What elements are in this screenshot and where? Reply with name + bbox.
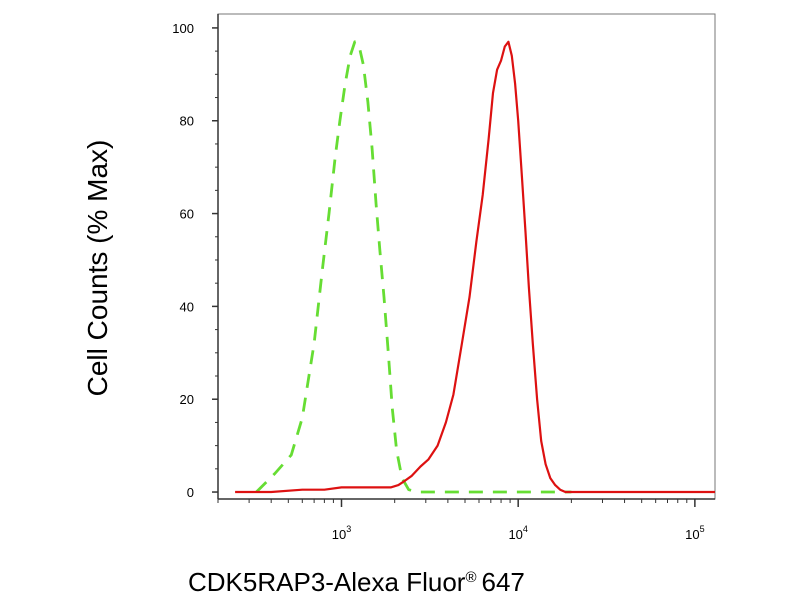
series-line-sample <box>235 40 715 494</box>
x-tick-label: 105 <box>685 524 704 542</box>
y-tick-label: 60 <box>180 207 194 222</box>
y-tick-label: 100 <box>172 21 194 36</box>
x-axis-label-main: CDK5RAP3-Alexa Fluor <box>188 567 466 597</box>
y-tick-label: 80 <box>180 114 194 129</box>
series-layer <box>235 40 715 494</box>
x-axis-label-mark: ® <box>465 569 476 586</box>
plot-frame <box>217 13 716 500</box>
y-axis-label: Cell Counts (% Max) <box>82 140 113 397</box>
x-axis: 103 104 105 <box>217 499 705 542</box>
series-line-control <box>255 40 572 494</box>
x-axis-label-suffix: 647 <box>482 567 525 597</box>
y-axis: 0 20 40 60 80 100 <box>172 21 218 500</box>
y-tick-label: 40 <box>180 299 194 314</box>
x-tick-label: 104 <box>508 524 527 542</box>
y-tick-label: 0 <box>187 485 194 500</box>
x-axis-label: CDK5RAP3-Alexa Fluor® 647 <box>188 567 525 597</box>
x-tick-label: 103 <box>332 524 351 542</box>
y-tick-label: 20 <box>180 392 194 407</box>
